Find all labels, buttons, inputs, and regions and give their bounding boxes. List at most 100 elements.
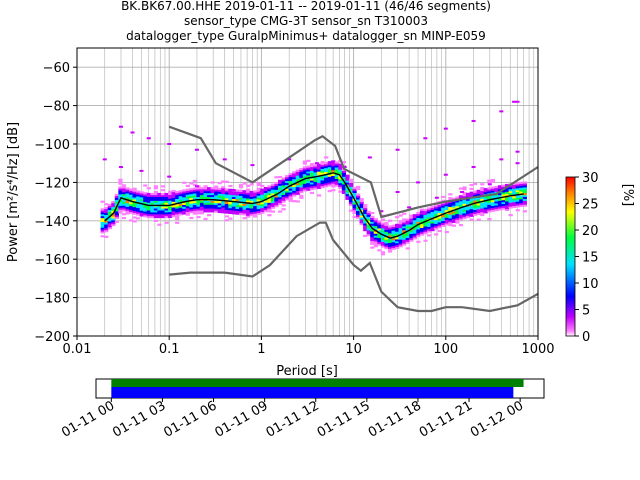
heatmap-cell [185,194,190,197]
heatmap-cell [168,206,173,209]
heatmap-cell [299,175,304,178]
heatmap-cell [430,213,435,216]
heatmap-cell [430,207,435,211]
heatmap-cell [231,191,237,194]
heatmap-cell [263,186,268,190]
heatmap-cell [380,222,386,225]
heatmap-cell [121,199,127,202]
heatmap-cell [412,216,417,219]
heatmap-cell [150,202,155,205]
heatmap-cell [235,208,240,211]
heatmap-cell [309,172,315,175]
heatmap-cell [100,225,105,228]
heatmap-cell [519,197,524,200]
heatmap-cell [384,225,389,229]
heatmap-cell [253,211,258,214]
heatmap-cell [128,196,134,199]
heatmap-cell [263,206,268,209]
heatmap-cell [370,236,375,240]
heatmap-cell [469,212,474,215]
heatmap-cell [281,200,286,203]
heatmap-cell [221,191,226,195]
colorbar-tick-label: 0 [582,330,590,345]
heatmap-cell [377,249,382,252]
heatmap-cell [437,218,442,221]
heatmap-cell [107,211,112,214]
heatmap-cell [363,221,368,224]
heatmap-cell [253,213,258,216]
heatmap-cell [277,181,283,184]
heatmap-cell [331,181,336,184]
heatmap-cell [256,199,261,202]
heatmap-cell [448,222,453,225]
heatmap-cell [217,201,222,204]
heatmap-cell [309,170,315,173]
heatmap-cell [345,191,350,195]
heatmap-cell [405,247,410,250]
heatmap-cell [373,233,378,236]
heatmap-cell [352,208,357,211]
heatmap-cell [366,232,371,235]
heatmap-cell [512,196,517,199]
heatmap-cell [356,199,361,202]
heatmap-cell [168,194,173,197]
heatmap-cell [359,203,364,207]
heatmap-cell [203,206,208,209]
heatmap-cell [338,182,343,186]
heatmap-cell [157,212,162,215]
heatmap-cell [182,197,187,200]
heatmap-cell [288,188,293,191]
heatmap-cell [476,203,481,206]
heatmap-cell [320,178,325,181]
heatmap-cell [185,192,190,195]
heatmap-cell [402,239,407,242]
heatmap-cell [398,241,403,244]
heatmap-cell [277,210,283,213]
heatmap-cell [199,208,205,211]
heatmap-cell [107,219,112,222]
heatmap-cell [136,200,141,203]
heatmap-cell [210,194,215,198]
heatmap-cell [458,212,464,215]
heatmap-cell [228,198,233,201]
heatmap-cell [366,214,371,217]
heatmap-cell [430,223,435,226]
heatmap-cell [398,245,403,248]
heatmap-cell [494,189,499,192]
heatmap-cell [370,219,375,222]
heatmap-cell [302,166,308,169]
heatmap-cell [281,190,286,194]
heatmap-cell [160,208,166,211]
heatmap-cell [462,209,467,212]
nhnm-curve [168,125,539,219]
heatmap-cell [373,225,378,229]
heatmap-cell [168,208,173,211]
heatmap-cell [313,173,318,177]
heatmap-cell [434,214,439,217]
heatmap-cell [483,205,488,208]
heatmap-cell [182,204,187,207]
heatmap-cell [465,206,471,209]
heatmap-cell [189,205,194,208]
heatmap-cell [412,214,417,217]
heatmap-cell [423,231,428,235]
heatmap-cell [175,196,180,199]
heatmap-cell [302,173,308,177]
heatmap-cell [430,227,435,230]
heatmap-cell [100,215,105,219]
heatmap-cell [416,229,421,232]
heatmap-cell [136,205,141,208]
heatmap-cell [458,210,464,213]
heatmap-cell [136,203,141,207]
heatmap-cell [487,208,492,211]
heatmap-cell [345,180,350,183]
heatmap-cell [512,100,517,103]
heatmap-cell [398,222,403,225]
heatmap-cell [366,228,371,231]
heatmap-cell [434,204,439,207]
heatmap-cell [423,222,428,225]
heatmap-cell [281,196,286,199]
heatmap-cell [501,192,506,195]
heatmap-cell [139,191,144,194]
colorbar-label: [%] [620,184,635,207]
